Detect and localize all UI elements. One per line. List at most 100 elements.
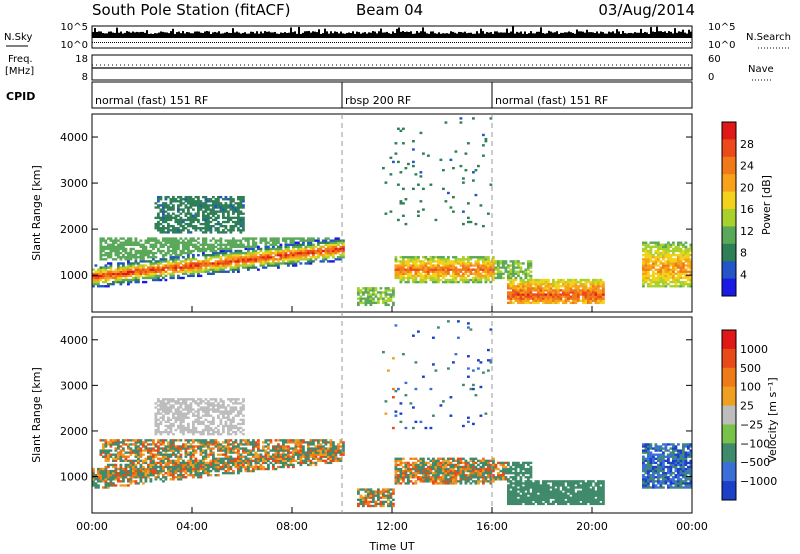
heatmap-cell	[124, 476, 128, 479]
heatmap-cell	[177, 445, 180, 448]
heatmap-cell	[459, 268, 463, 271]
heatmap-cell	[527, 274, 530, 278]
heatmap-cell	[202, 400, 205, 403]
heatmap-cell	[172, 245, 175, 249]
heatmap-cell	[117, 276, 120, 280]
heatmap-cell	[222, 212, 225, 215]
heatmap-cell	[649, 256, 653, 259]
noise-bar	[628, 32, 630, 38]
heatmap-cell	[182, 241, 185, 244]
heatmap-cell	[164, 210, 168, 213]
heatmap-cell	[147, 476, 150, 479]
noise-bar	[388, 33, 390, 38]
heatmap-cell	[139, 451, 143, 454]
heatmap-cell	[559, 285, 563, 288]
heatmap-cell	[287, 237, 290, 240]
heatmap-cell	[127, 463, 130, 467]
heatmap-cell	[239, 253, 243, 257]
heatmap-cell	[184, 412, 188, 415]
heatmap-cell	[234, 253, 238, 257]
heatmap-cell	[327, 247, 330, 251]
heatmap-cell	[279, 262, 283, 265]
heatmap-cell	[134, 262, 138, 265]
heatmap-cell	[424, 268, 428, 271]
heatmap-cell	[484, 262, 488, 265]
heatmap-cell	[254, 258, 258, 261]
heatmap-cell	[224, 266, 228, 269]
heatmap-cell	[119, 278, 123, 282]
heatmap-cell	[324, 258, 328, 261]
heatmap-cell	[172, 443, 175, 446]
heatmap-cell	[99, 449, 103, 452]
heatmap-cell	[487, 272, 490, 276]
heatmap-cell	[667, 282, 670, 286]
heatmap-cell	[654, 245, 658, 249]
heatmap-cell	[524, 301, 528, 305]
heatmap-cell	[557, 291, 560, 294]
noise-bar	[406, 31, 408, 38]
heatmap-cell	[149, 480, 153, 483]
heatmap-cell	[424, 264, 428, 267]
heatmap-cell	[159, 270, 163, 273]
heatmap-cell	[134, 239, 138, 242]
heatmap-cell	[662, 251, 665, 255]
noise-bar	[358, 32, 360, 38]
heatmap-cell	[209, 224, 213, 228]
noise-dot	[376, 42, 377, 43]
heatmap-cell	[407, 258, 410, 261]
heatmap-cell	[559, 293, 563, 296]
heatmap-cell	[174, 467, 178, 471]
heatmap-cell	[572, 285, 575, 288]
noise-bar	[552, 32, 554, 38]
noise-bar	[610, 32, 612, 38]
heatmap-cell	[172, 204, 175, 207]
heatmap-cell	[187, 410, 190, 413]
heatmap-cell	[514, 289, 518, 292]
noise-dot	[192, 42, 193, 43]
heatmap-cell	[117, 471, 120, 475]
heatmap-cell	[684, 270, 688, 273]
noise-bar	[364, 32, 366, 38]
heatmap-cell	[199, 398, 203, 401]
heatmap-cell	[222, 467, 225, 471]
heatmap-cell	[172, 241, 175, 244]
heatmap-cell	[682, 276, 685, 280]
heatmap-cell	[159, 465, 163, 469]
heatmap-cell	[169, 268, 173, 271]
heatmap-cell	[194, 212, 198, 215]
heatmap-cell	[194, 459, 198, 463]
noise-dot	[360, 42, 361, 43]
heatmap-cell	[449, 158, 453, 162]
heatmap-cell	[307, 262, 310, 265]
heatmap-cell	[214, 249, 218, 253]
heatmap-cell	[197, 420, 200, 424]
heatmap-cell	[399, 274, 403, 278]
heatmap-cell	[339, 258, 343, 261]
heatmap-cell	[219, 406, 223, 409]
heatmap-cell	[179, 198, 183, 201]
heatmap-cell	[417, 256, 420, 259]
noise-dot	[474, 42, 475, 43]
heatmap-cell	[194, 428, 198, 432]
heatmap-cell	[227, 264, 230, 267]
heatmap-cell	[172, 266, 175, 269]
heatmap-cell	[139, 455, 143, 458]
heatmap-cell	[519, 291, 523, 294]
heatmap-cell	[189, 216, 193, 220]
heatmap-cell	[127, 439, 130, 442]
heatmap-cell	[239, 229, 243, 232]
heatmap-cell	[492, 274, 495, 278]
heatmap-cell	[452, 195, 455, 199]
heatmap-cell	[152, 268, 155, 271]
heatmap-cell	[224, 447, 228, 450]
heatmap-cell	[132, 256, 135, 259]
heatmap-cell	[187, 404, 190, 407]
heatmap-cell	[169, 478, 173, 481]
noise-bar	[568, 31, 570, 38]
heatmap-cell	[132, 243, 135, 246]
heatmap-cell	[144, 445, 148, 448]
heatmap-cell	[99, 439, 103, 442]
heatmap-cell	[207, 447, 210, 450]
heatmap-cell	[162, 268, 165, 271]
heatmap-cell	[502, 264, 505, 267]
